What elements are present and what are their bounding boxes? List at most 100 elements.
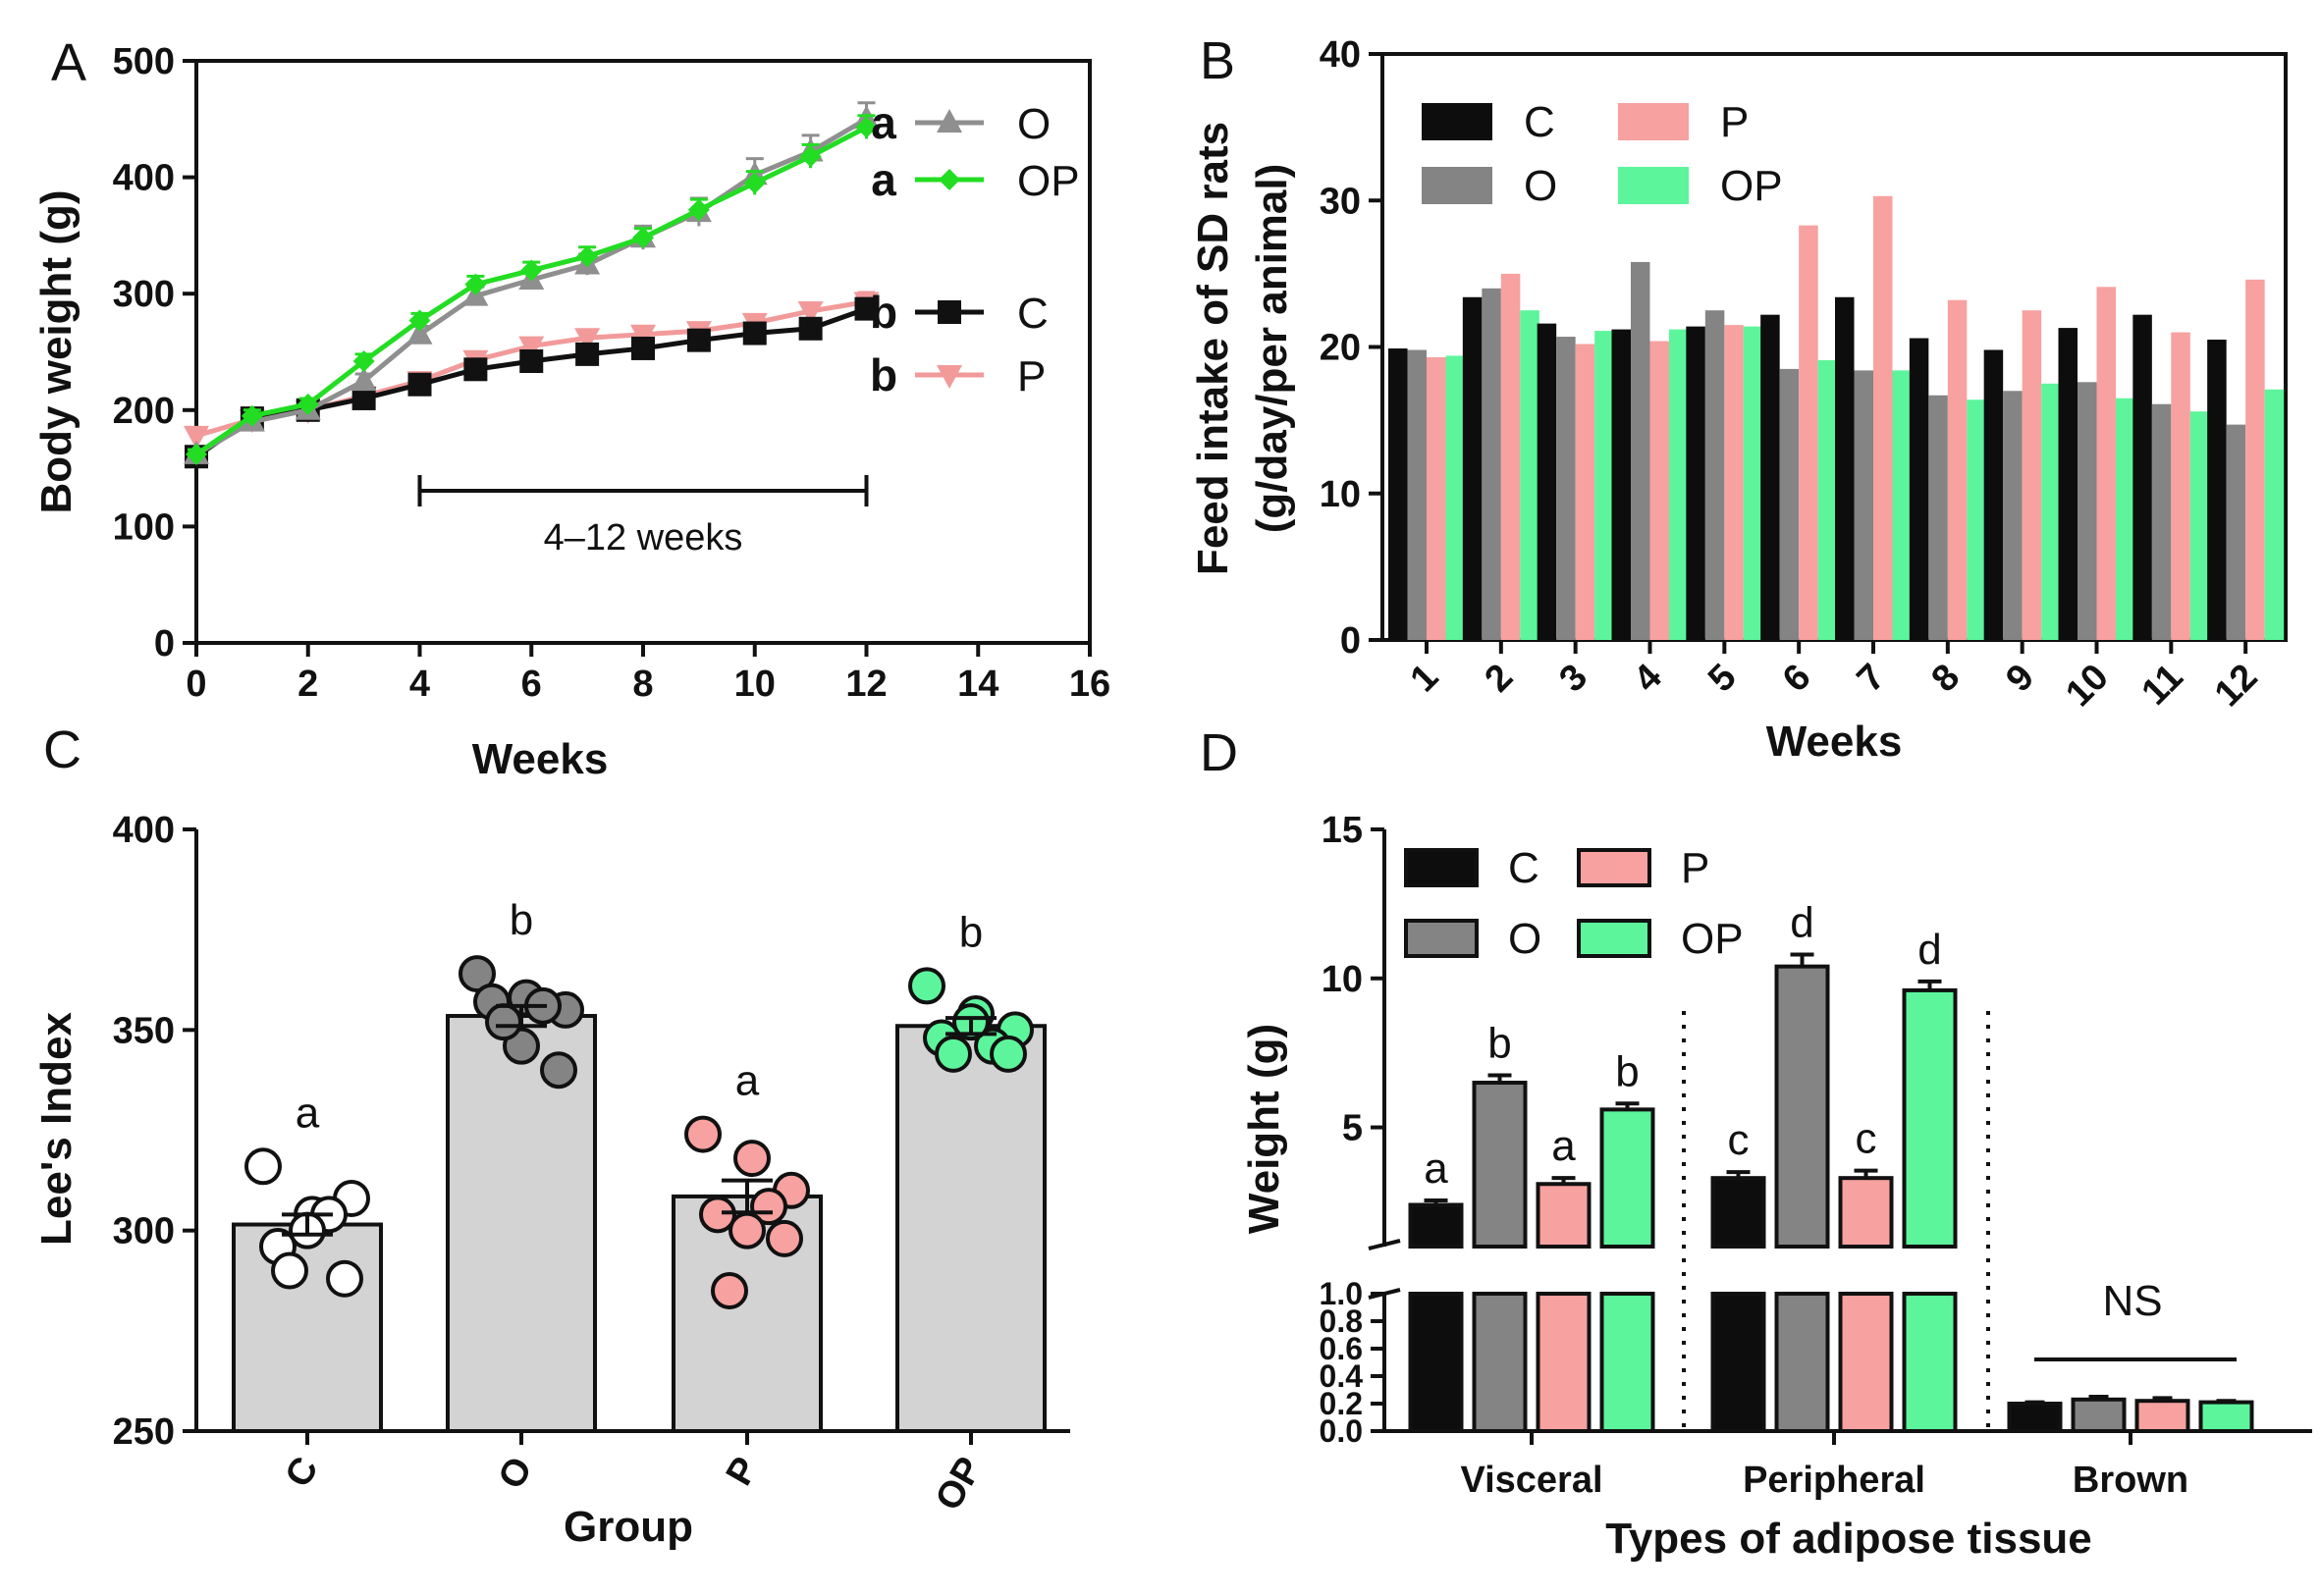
data-point	[186, 443, 207, 465]
legend-swatch-O	[1422, 167, 1492, 204]
bar-O	[2003, 391, 2023, 640]
bar-OP	[2198, 1400, 2254, 1433]
y-tick-label: 5	[1342, 1108, 1363, 1149]
x-tick-label: 5	[1700, 657, 1745, 701]
bar-O-lower	[1774, 1292, 1830, 1433]
bar-O	[2078, 382, 2097, 640]
bar-OP	[2189, 411, 2210, 640]
panel-a-body-weight: 0 2 4 6 8 10 12 14 16 0 100 200 300 400 500 Weeks Body w…	[32, 41, 1110, 783]
data-point	[408, 309, 431, 332]
sig-letter: d	[1790, 899, 1813, 947]
legend-label-P: P	[1720, 98, 1749, 146]
y-tick-label: 0	[1340, 620, 1361, 662]
series-C	[185, 296, 879, 469]
legend-label-OP: OP	[1017, 157, 1080, 205]
y-axis-label: Weight (g)	[1240, 1024, 1288, 1234]
y-tick-label: 10	[1322, 959, 1363, 1000]
bar-C	[2007, 1402, 2063, 1433]
x-tick-label: 2	[1478, 657, 1522, 701]
bar-OP	[1892, 370, 1912, 640]
data-point	[575, 342, 600, 366]
legend-swatch-OP	[1618, 167, 1689, 204]
x-tick-label: 2	[297, 664, 318, 705]
panel-c-lees-index: 250 300 350 400 a Cb Oa Pb OP Group Lee's Index	[32, 810, 1070, 1551]
bar-C	[1462, 296, 1483, 640]
bar-O	[1704, 310, 1725, 640]
data-point	[711, 1271, 748, 1309]
x-tick-label: 11	[2134, 657, 2191, 714]
bar-P-lower	[1838, 1292, 1894, 1433]
bar-OP	[2116, 398, 2135, 640]
y-tick-label: 250	[113, 1411, 175, 1453]
data-point	[750, 1188, 787, 1226]
sig-letter: c	[1856, 1115, 1877, 1163]
y-tick-label: 1.0	[1320, 1276, 1363, 1311]
bar-O-upper	[1774, 964, 1830, 1250]
y-tick-label: 20	[1320, 328, 1361, 369]
panel-label-d: D	[1200, 723, 1238, 782]
data-point	[631, 336, 655, 360]
data-point	[244, 1147, 282, 1186]
bar-OP	[1445, 355, 1465, 640]
bar-C	[1760, 314, 1780, 640]
series-OP	[186, 114, 878, 465]
bar-OP	[1743, 326, 1763, 640]
legend-label-OP: OP	[1681, 915, 1744, 963]
bar-P	[1427, 356, 1446, 640]
data-point	[352, 349, 375, 372]
data-point	[686, 328, 711, 352]
y-tick-label: 400	[113, 810, 175, 851]
axis-break-mark	[1368, 1239, 1401, 1250]
data-point	[241, 404, 263, 427]
bar-C	[2207, 340, 2227, 640]
data-point	[574, 328, 601, 352]
x-axis-label: Group	[564, 1503, 693, 1551]
bar-O-lower	[1472, 1292, 1528, 1433]
bar-O	[1556, 337, 1576, 640]
y-tick-label: 40	[1320, 34, 1361, 76]
bar-P	[2096, 287, 2116, 640]
x-tick-label: 10	[734, 664, 776, 705]
y-tick-label: 30	[1320, 181, 1361, 222]
bar-P	[2245, 279, 2265, 640]
legend-label-O: O	[1508, 915, 1541, 963]
x-tick-label: 12	[845, 664, 887, 705]
y-tick-label: 0.6	[1320, 1331, 1363, 1366]
bar-C	[2058, 328, 2078, 640]
bar-O	[2071, 1397, 2127, 1434]
y-tick-label: 0.2	[1320, 1386, 1363, 1421]
bar-OP	[1520, 310, 1539, 640]
bar-C-lower	[1408, 1292, 1464, 1433]
sig-letter: a	[296, 1089, 320, 1137]
sig-letter: d	[1917, 926, 1941, 974]
legend-swatch-C	[1422, 103, 1492, 140]
bar-P-upper	[1838, 1176, 1894, 1250]
bar-P	[1500, 273, 1521, 640]
legend-swatch-OP	[1577, 919, 1651, 958]
bar-P	[1947, 299, 1968, 640]
legend-letter-C: b	[870, 287, 897, 338]
data-point	[733, 1140, 771, 1178]
x-tick-label: 14	[957, 664, 999, 705]
data-point	[766, 1219, 803, 1257]
legend-marker-C	[938, 300, 961, 324]
data-point	[485, 1003, 522, 1041]
y-tick-label: 15	[1322, 810, 1363, 851]
y-axis-label-2: (g/day/per animal)	[1248, 164, 1296, 534]
x-tick-label: 0	[186, 664, 206, 705]
legend-letter-OP: a	[871, 154, 896, 205]
series-line-OP	[194, 125, 868, 456]
legend-swatch-P	[1577, 848, 1651, 887]
bar-P-upper	[1536, 1182, 1592, 1249]
bar-OP	[895, 1024, 1047, 1434]
y-axis-label: Lee's Index	[32, 1012, 81, 1246]
bar-O	[1631, 261, 1650, 640]
legend-letter-O: a	[871, 97, 896, 148]
y-tick-label: 500	[113, 41, 175, 82]
data-point	[519, 348, 544, 373]
x-tick-label: 9	[1998, 657, 2042, 701]
x-tick-label: Brown	[2073, 1460, 2188, 1501]
sig-letter: a	[1551, 1122, 1576, 1170]
legend-marker-OP	[939, 169, 960, 190]
